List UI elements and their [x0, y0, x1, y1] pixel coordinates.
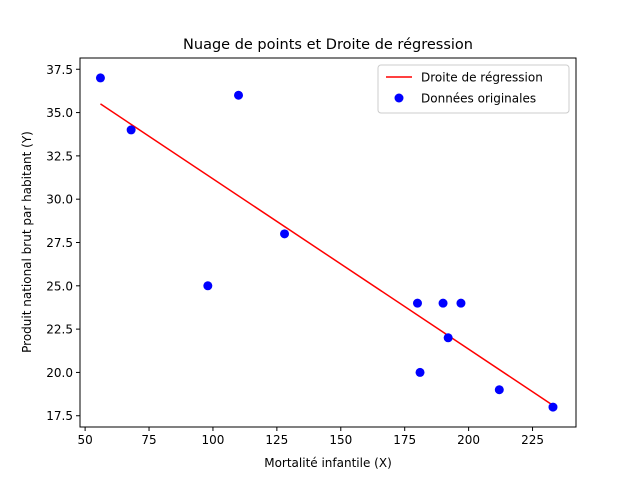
x-tick-label: 125	[265, 433, 288, 447]
data-point	[234, 90, 244, 100]
y-tick-label: 25.0	[46, 279, 73, 293]
x-tick-label: 200	[457, 433, 480, 447]
y-tick-label: 32.5	[46, 149, 73, 163]
x-tick-label: 100	[201, 433, 224, 447]
y-tick-label: 22.5	[46, 323, 73, 337]
data-point	[203, 281, 213, 291]
y-tick-label: 17.5	[46, 409, 73, 423]
legend-marker-swatch	[394, 93, 404, 103]
data-point	[95, 73, 105, 83]
x-tick-label: 75	[141, 433, 156, 447]
y-tick-label: 30.0	[46, 193, 73, 207]
legend: Droite de régression Données originales	[377, 64, 570, 114]
y-tick-label: 37.5	[46, 63, 73, 77]
x-tick-label: 225	[521, 433, 544, 447]
y-axis-title: Produit national brut par habitant (Y)	[20, 131, 34, 353]
data-point	[415, 367, 425, 377]
x-tick-label: 50	[77, 433, 92, 447]
legend-box	[377, 64, 570, 114]
y-axis: 17.5 20.0 22.5 25.0 27.5 30.0 32.5 35.0 37.5	[46, 63, 80, 423]
data-point	[494, 385, 504, 395]
y-tick-label: 35.0	[46, 106, 73, 120]
regression-line	[100, 103, 554, 406]
legend-label-regression: Droite de régression	[421, 71, 543, 85]
legend-label-data: Données originales	[421, 92, 536, 106]
y-tick-label: 20.0	[46, 366, 73, 380]
data-point	[548, 402, 558, 412]
x-tick-label: 175	[393, 433, 416, 447]
y-tick-label: 27.5	[46, 236, 73, 250]
x-axis: 50 75 100 125 150 175 200 225	[77, 427, 544, 447]
data-point	[412, 298, 422, 308]
x-axis-title: Mortalité infantile (X)	[264, 456, 392, 470]
x-tick-label: 150	[329, 433, 352, 447]
data-point	[280, 229, 290, 239]
data-point	[456, 298, 466, 308]
chart-title: Nuage de points et Droite de régression	[183, 37, 473, 53]
data-point	[438, 298, 448, 308]
plot-area	[95, 73, 558, 412]
data-point	[443, 333, 453, 343]
data-point	[126, 125, 136, 135]
